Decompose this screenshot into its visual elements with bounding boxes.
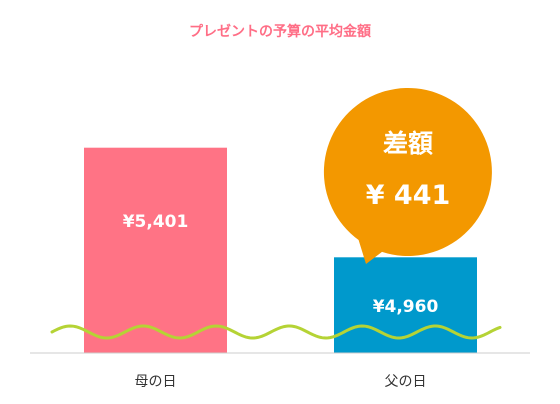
bar-value-label-fathers-day: ¥4,960 xyxy=(373,297,439,317)
labels-layer: ¥5,401 母の日 ¥4,960 父の日 xyxy=(123,212,439,390)
axis-break-wave xyxy=(50,324,502,340)
category-label-fathers-day: 父の日 xyxy=(385,374,427,390)
callout-title: 差額 xyxy=(383,129,433,158)
bar-mothers-day xyxy=(84,147,227,353)
difference-callout: 差額 ¥ 441 xyxy=(323,87,492,264)
callout-value-label: ¥ 441 xyxy=(366,180,451,211)
chart-title: プレゼントの予算の平均金額 xyxy=(189,23,371,40)
callout-bubble xyxy=(323,87,492,264)
category-label-mothers-day: 母の日 xyxy=(135,374,177,390)
bars-layer xyxy=(84,147,477,353)
bar-value-label-mothers-day: ¥5,401 xyxy=(123,212,189,232)
